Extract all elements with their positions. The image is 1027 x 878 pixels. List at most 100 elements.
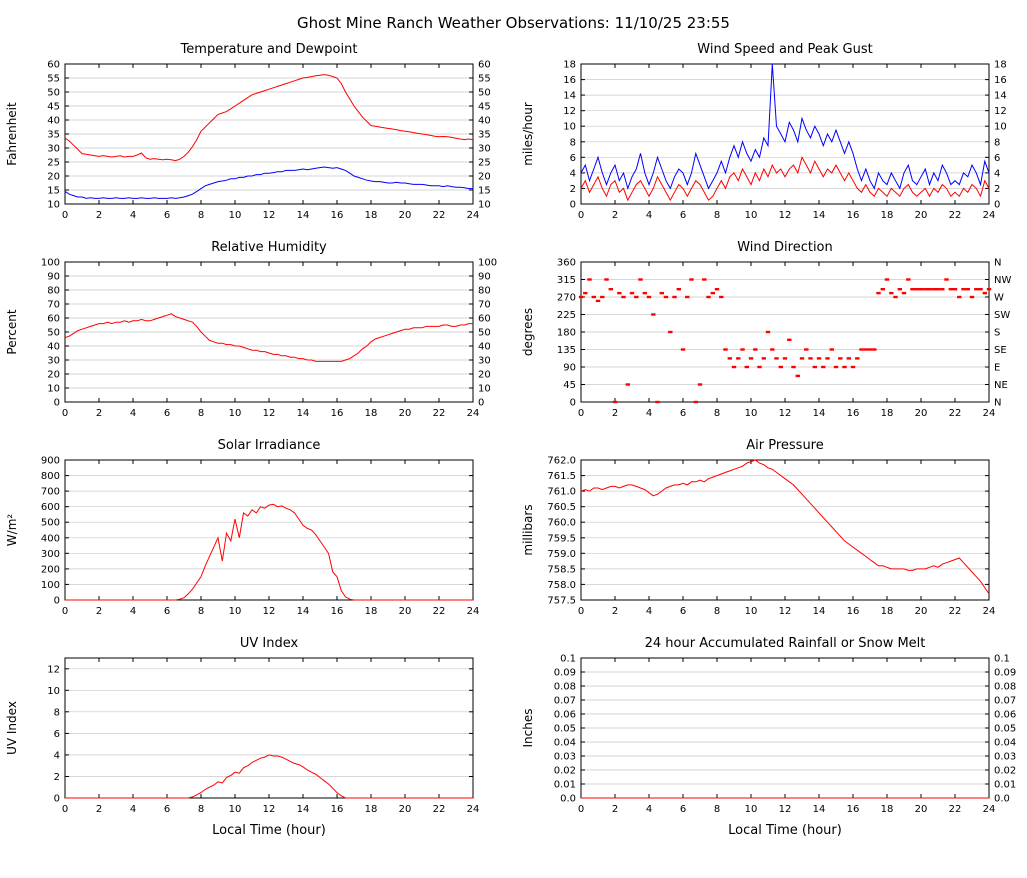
svg-text:0.03: 0.03 [553,752,575,763]
svg-text:759.5: 759.5 [547,533,576,544]
svg-text:6: 6 [569,153,575,164]
svg-text:12: 12 [47,664,60,675]
svg-text:8: 8 [53,707,59,718]
svg-text:10: 10 [47,384,60,395]
svg-text:18: 18 [880,606,893,617]
svg-text:Fahrenheit: Fahrenheit [5,102,19,166]
svg-text:60: 60 [47,60,60,71]
svg-text:4: 4 [645,210,651,221]
svg-text:10: 10 [47,686,60,697]
svg-text:762.0: 762.0 [547,456,576,467]
svg-text:100: 100 [40,258,59,269]
svg-text:15: 15 [478,186,491,197]
svg-text:2: 2 [994,184,1000,195]
svg-text:0.04: 0.04 [994,738,1016,749]
svg-text:0: 0 [61,606,67,617]
svg-text:10: 10 [994,122,1007,133]
svg-text:10: 10 [47,200,60,211]
svg-text:0: 0 [994,200,1000,211]
svg-text:16: 16 [330,804,343,815]
svg-text:0.06: 0.06 [553,710,575,721]
svg-text:14: 14 [563,91,576,102]
svg-text:16: 16 [330,606,343,617]
svg-text:0: 0 [577,606,583,617]
svg-text:Relative Humidity: Relative Humidity [211,240,327,255]
svg-text:0: 0 [61,804,67,815]
svg-text:55: 55 [478,74,491,85]
svg-text:6: 6 [994,153,1000,164]
page-title: Ghost Mine Ranch Weather Observations: 1… [297,14,730,32]
svg-text:8: 8 [713,804,719,815]
svg-text:0: 0 [569,398,575,409]
svg-text:24: 24 [982,606,995,617]
svg-text:30: 30 [47,144,60,155]
svg-text:200: 200 [40,564,59,575]
svg-text:W/m²: W/m² [5,514,19,547]
svg-text:761.5: 761.5 [547,471,576,482]
svg-text:0: 0 [577,408,583,419]
svg-text:8: 8 [197,408,203,419]
svg-text:18: 18 [880,210,893,221]
svg-text:N: N [994,398,1001,409]
svg-text:12: 12 [778,408,791,419]
svg-text:758.5: 758.5 [547,564,576,575]
chart-rainfall: 24 hour Accumulated Rainfall or Snow Mel… [519,634,1025,848]
chart-wind-direction: Wind Direction 0 45 90 135 180 225 270 315 360 N NW… [519,238,1025,428]
svg-text:24: 24 [466,408,479,419]
svg-text:12: 12 [994,106,1007,117]
svg-text:22: 22 [948,210,961,221]
svg-text:N: N [994,258,1001,269]
svg-text:18: 18 [364,210,377,221]
svg-text:22: 22 [432,804,445,815]
svg-text:UV Index: UV Index [239,636,298,651]
svg-text:16: 16 [994,75,1007,86]
svg-text:759.0: 759.0 [547,549,576,560]
svg-text:Wind Direction: Wind Direction [737,240,833,255]
svg-text:70: 70 [47,300,60,311]
svg-text:24: 24 [466,606,479,617]
svg-text:60: 60 [47,314,60,325]
svg-text:0.07: 0.07 [994,696,1016,707]
svg-text:Air Pressure: Air Pressure [746,438,824,453]
svg-text:12: 12 [778,804,791,815]
svg-text:40: 40 [478,342,491,353]
svg-text:20: 20 [478,172,491,183]
svg-text:25: 25 [478,158,491,169]
svg-text:2: 2 [611,210,617,221]
svg-text:18: 18 [563,60,576,71]
svg-text:60: 60 [478,314,491,325]
svg-text:225: 225 [556,310,575,321]
svg-text:761.0: 761.0 [547,487,576,498]
svg-text:6: 6 [163,804,169,815]
svg-text:0: 0 [569,200,575,211]
svg-text:14: 14 [812,408,825,419]
svg-text:2: 2 [569,184,575,195]
svg-text:0.1: 0.1 [560,654,576,665]
svg-text:4: 4 [129,606,135,617]
svg-text:miles/hour: miles/hour [521,102,535,166]
svg-text:8: 8 [197,210,203,221]
svg-text:80: 80 [47,286,60,297]
svg-text:0.09: 0.09 [553,668,575,679]
svg-text:12: 12 [778,606,791,617]
svg-text:12: 12 [262,804,275,815]
chart-relative-humidity: Relative Humidity 0 0 10 10 20 20 30 30 40 40 50 50 6… [3,238,509,428]
svg-text:16: 16 [330,210,343,221]
chart-wind-speed-gust: Wind Speed and Peak Gust 0 0 2 2 4 4 6 6 8 8 10 10 12… [519,40,1025,230]
svg-text:20: 20 [47,370,60,381]
svg-text:20: 20 [914,606,927,617]
svg-text:0.01: 0.01 [553,780,575,791]
svg-text:22: 22 [432,408,445,419]
svg-text:22: 22 [432,210,445,221]
svg-text:100: 100 [40,580,59,591]
svg-text:40: 40 [47,116,60,127]
svg-text:0.0: 0.0 [994,794,1010,805]
svg-text:12: 12 [778,210,791,221]
svg-text:15: 15 [47,186,60,197]
svg-text:18: 18 [994,60,1007,71]
svg-text:0: 0 [577,804,583,815]
svg-text:6: 6 [679,606,685,617]
svg-text:4: 4 [53,750,59,761]
svg-text:SW: SW [994,310,1010,321]
